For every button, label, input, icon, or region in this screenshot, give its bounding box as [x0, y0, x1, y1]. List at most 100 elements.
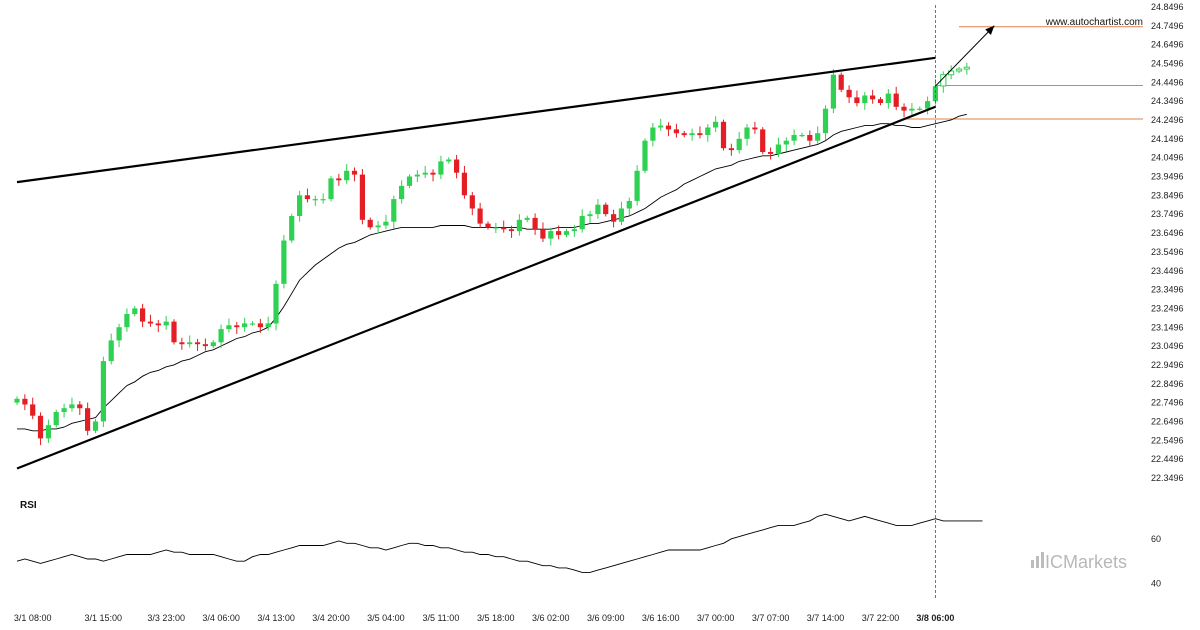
x-tick-label: 3/5 11:00 — [422, 613, 459, 623]
candle-up — [14, 398, 20, 403]
candle-down — [304, 195, 310, 200]
candle-down — [485, 223, 491, 228]
candle-up — [399, 185, 405, 200]
candle-up — [344, 170, 350, 181]
candle-up — [61, 408, 67, 412]
brand-text: ICMarkets — [1045, 552, 1127, 572]
candle-down — [870, 95, 876, 100]
candle-up — [830, 74, 836, 109]
candle-down — [893, 93, 899, 107]
rsi-tick-label: 40 — [1151, 579, 1161, 589]
wedge-lower-line — [16, 105, 936, 470]
candle-down — [202, 344, 208, 347]
candle-down — [430, 172, 436, 175]
x-tick-label: 3/7 14:00 — [807, 613, 845, 623]
y-tick-label: 24.1496 — [1151, 134, 1184, 144]
candle-up — [783, 140, 789, 145]
candle-down — [351, 170, 358, 175]
candle-down — [681, 133, 687, 136]
candle-down — [760, 129, 766, 152]
candle-up — [595, 204, 601, 215]
rsi-line — [16, 513, 983, 573]
moving-average — [17, 113, 967, 432]
candle-down — [665, 125, 672, 130]
logo-bar-icon — [1036, 556, 1039, 568]
candle-down — [532, 217, 538, 230]
candle-up — [406, 176, 413, 186]
candle-down — [37, 415, 44, 439]
candle-down — [179, 342, 185, 345]
y-tick-label: 24.8496 — [1151, 2, 1184, 12]
candle-up — [375, 225, 381, 228]
candle-up — [587, 214, 593, 217]
x-tick-label: 3/6 09:00 — [587, 613, 625, 623]
y-tick-label: 23.8496 — [1151, 190, 1184, 200]
candle-down — [752, 127, 758, 130]
candle-up — [446, 159, 452, 162]
candle-down — [194, 342, 201, 345]
candle-up — [249, 323, 256, 325]
candle-up — [736, 138, 742, 151]
y-tick-label: 23.9496 — [1151, 172, 1184, 182]
candle-down — [720, 121, 727, 149]
rsi-tick-label: 60 — [1151, 534, 1161, 544]
candle-up — [45, 425, 51, 439]
candle-up — [548, 231, 554, 239]
y-tick-label: 24.6496 — [1151, 40, 1184, 50]
candle-down — [257, 323, 263, 328]
candle-down — [603, 204, 609, 215]
candle-up — [132, 308, 138, 315]
candle-up — [422, 172, 428, 175]
candle-up — [705, 127, 711, 135]
logo-bar-icon — [1031, 560, 1034, 568]
candle-down — [469, 195, 475, 209]
y-tick-label: 23.6496 — [1151, 228, 1184, 238]
candle-up — [265, 323, 271, 328]
rsi-panel: 60 40 — [16, 513, 1161, 589]
forecast-arrow-line — [935, 25, 995, 87]
candle-up — [932, 86, 938, 102]
x-tick-label: 3/4 06:00 — [202, 613, 240, 623]
candle-down — [901, 106, 907, 111]
y-tick-label: 22.6496 — [1151, 417, 1184, 427]
x-tick-label: 3/7 22:00 — [862, 613, 900, 623]
candle-down — [768, 152, 774, 154]
candle-up — [108, 340, 114, 362]
candle-up — [955, 68, 963, 72]
candle-down — [85, 408, 91, 431]
candle-down — [155, 323, 161, 326]
candle-up — [579, 216, 585, 230]
y-tick-label: 24.0496 — [1151, 153, 1184, 163]
candle-up — [634, 170, 640, 201]
candle-up — [642, 140, 648, 171]
y-tick-label: 22.7496 — [1151, 398, 1184, 408]
y-tick-label: 23.2496 — [1151, 303, 1184, 313]
candle-down — [611, 214, 617, 222]
candle-up — [885, 93, 891, 103]
candle-down — [336, 178, 342, 181]
candle-up — [862, 95, 868, 103]
candle-down — [877, 99, 884, 103]
candle-down — [838, 74, 844, 90]
candle-down — [501, 227, 507, 230]
candle-up — [69, 404, 75, 409]
candle-up — [775, 144, 781, 154]
candle-up — [791, 135, 797, 141]
candle-up — [493, 227, 499, 229]
wedge-pattern — [16, 5, 995, 600]
candle-down — [728, 148, 734, 151]
y-tick-label: 23.5496 — [1151, 247, 1184, 257]
candle-up — [799, 135, 805, 137]
y-tick-label: 22.8496 — [1151, 379, 1184, 389]
candle-up — [210, 342, 216, 347]
candle-up — [312, 199, 318, 201]
x-tick-label: 3/1 15:00 — [85, 613, 123, 623]
candle-up — [218, 329, 224, 343]
candle-down — [454, 159, 460, 173]
candle-down — [508, 229, 515, 232]
candle-down — [140, 308, 146, 322]
candle-up — [391, 199, 397, 222]
candle-up — [815, 133, 821, 141]
candle-up — [744, 127, 750, 139]
